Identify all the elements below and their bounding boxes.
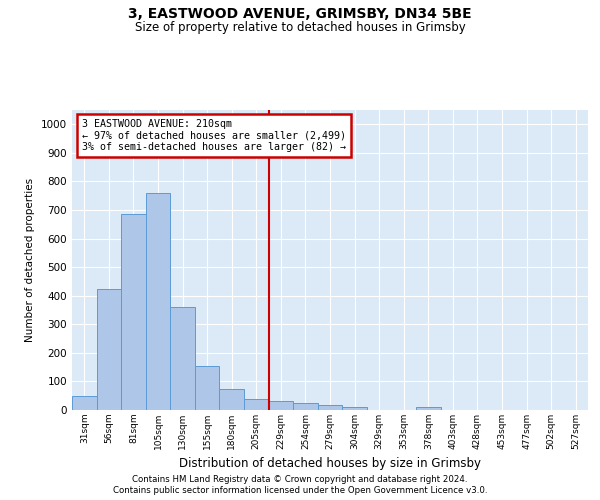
Text: Size of property relative to detached houses in Grimsby: Size of property relative to detached ho… [134,21,466,34]
Bar [269,402,293,410]
Bar [293,403,318,410]
Bar [170,307,195,410]
Bar [97,288,121,410]
Bar [244,398,269,410]
X-axis label: Distribution of detached houses by size in Grimsby: Distribution of detached houses by size … [179,458,481,470]
Bar [342,407,367,410]
Bar [121,214,146,410]
Y-axis label: Number of detached properties: Number of detached properties [25,178,35,342]
Text: 3 EASTWOOD AVENUE: 210sqm
← 97% of detached houses are smaller (2,499)
3% of sem: 3 EASTWOOD AVENUE: 210sqm ← 97% of detac… [82,119,346,152]
Bar [220,388,244,410]
Text: Contains public sector information licensed under the Open Government Licence v3: Contains public sector information licen… [113,486,487,495]
Bar [318,405,342,410]
Bar [146,193,170,410]
Text: Contains HM Land Registry data © Crown copyright and database right 2024.: Contains HM Land Registry data © Crown c… [132,475,468,484]
Bar [195,366,220,410]
Bar [416,407,440,410]
Text: 3, EASTWOOD AVENUE, GRIMSBY, DN34 5BE: 3, EASTWOOD AVENUE, GRIMSBY, DN34 5BE [128,8,472,22]
Bar [72,396,97,410]
